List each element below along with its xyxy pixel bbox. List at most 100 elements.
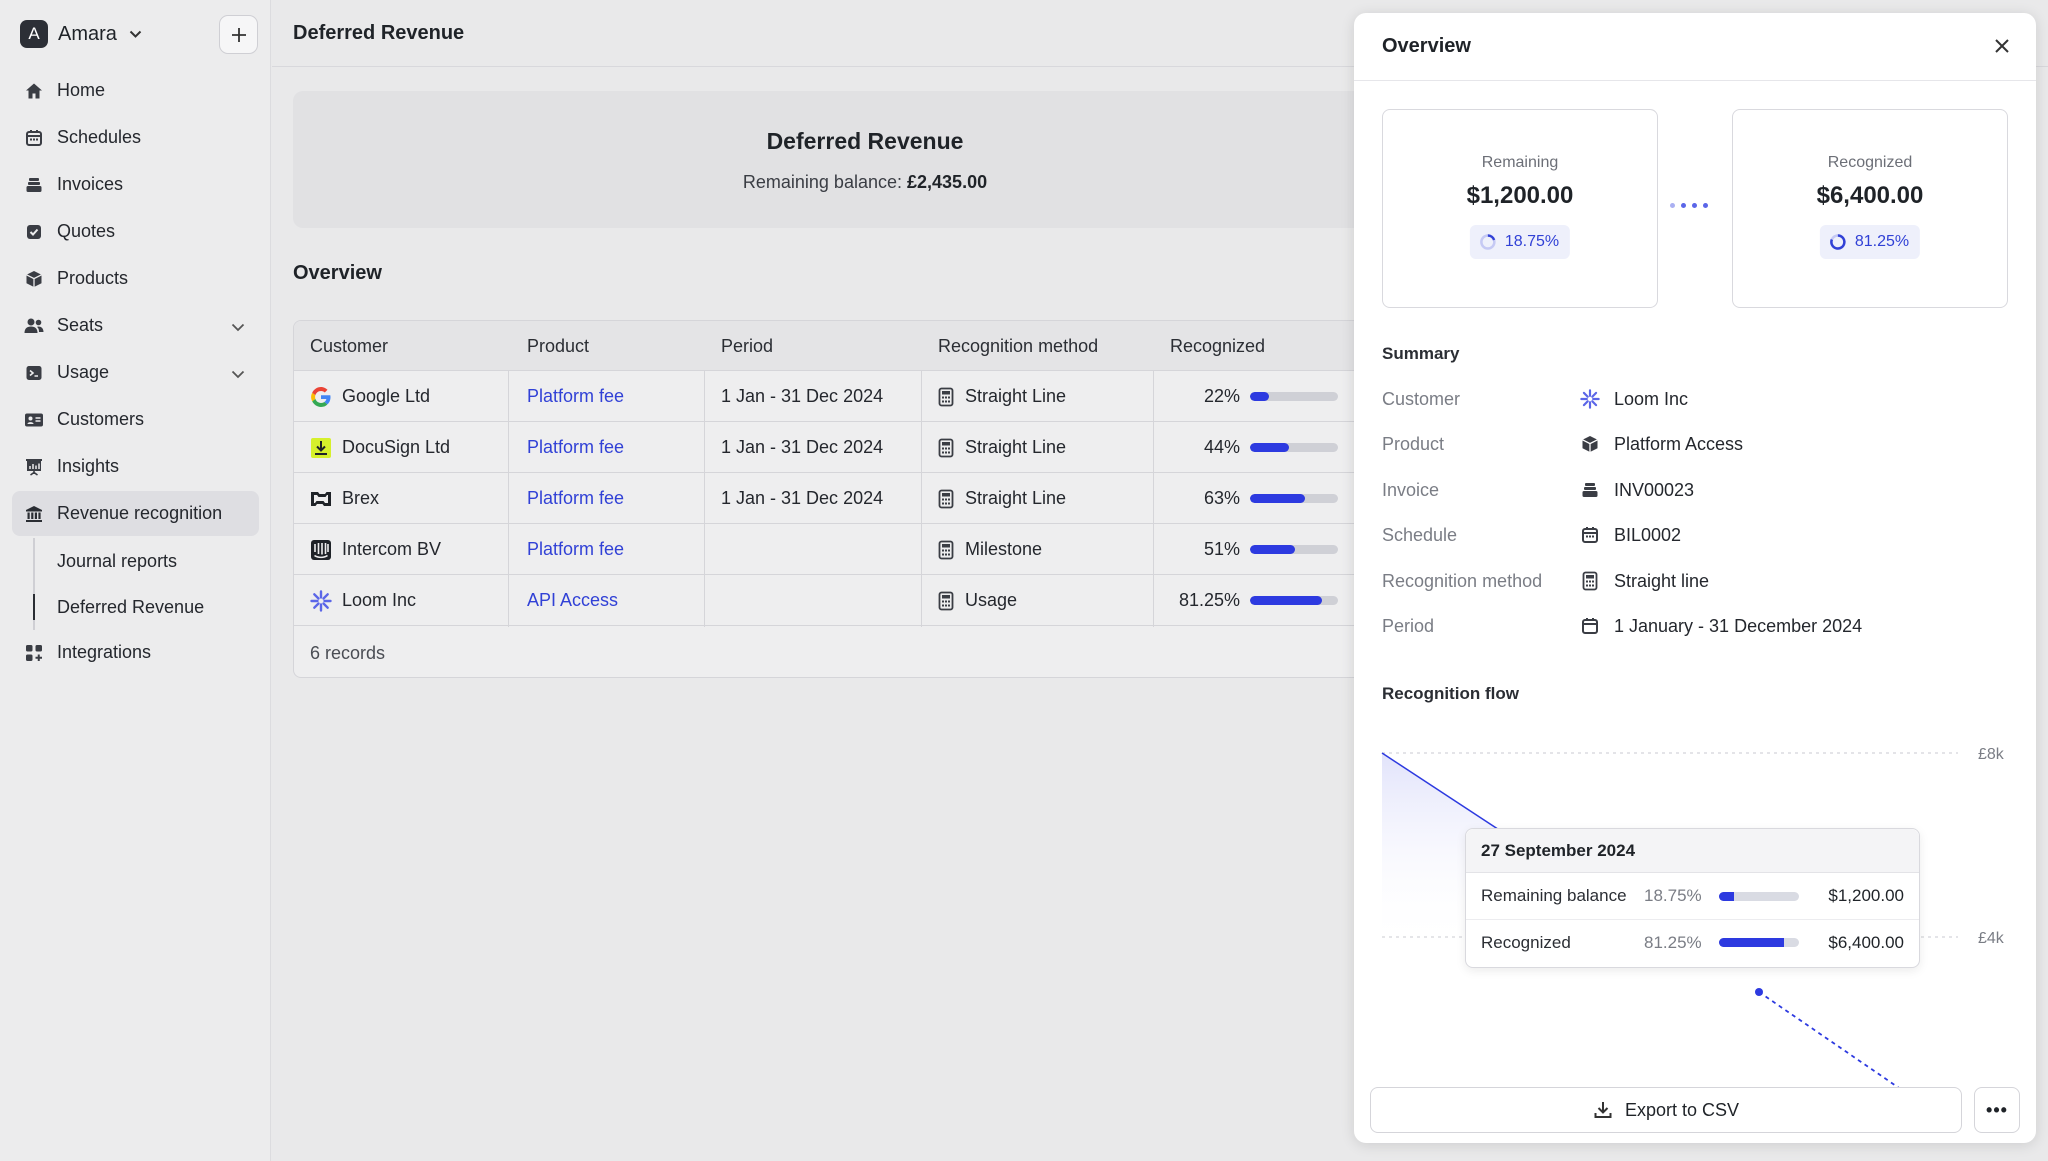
detail-key: Schedule — [1382, 524, 1458, 545]
sidebar-item-usage[interactable]: Usage — [12, 350, 259, 395]
chart-tooltip: 27 September 2024 Remaining balance 18.7… — [1465, 828, 1920, 968]
recognition-flow-title: Recognition flow — [1382, 684, 1519, 703]
table-row[interactable]: DocuSign Ltd Platform fee 1 Jan - 31 Dec… — [294, 422, 1392, 473]
sidebar-item-label: Integrations — [57, 642, 152, 662]
workspace-name: Amara — [58, 22, 117, 45]
terminal-icon — [24, 363, 44, 383]
hover-point[interactable] — [1755, 988, 1763, 996]
period-cell: 1 Jan - 31 Dec 2024 — [721, 437, 884, 457]
chevron-down-icon[interactable] — [231, 316, 245, 337]
product-link[interactable]: Platform fee — [527, 488, 625, 508]
detail-value: BIL0002 — [1614, 524, 1682, 545]
product-link[interactable]: API Access — [527, 590, 619, 610]
tooltip-percent: 81.25% — [1644, 932, 1702, 952]
sidebar-item-label: Insights — [57, 456, 120, 476]
column-header-product[interactable]: Product — [527, 336, 590, 356]
download-icon — [1594, 1102, 1612, 1118]
table-row[interactable]: Intercom BV Platform fee Milestone 51% — [294, 524, 1392, 575]
detail-value: Straight line — [1614, 570, 1710, 591]
plus-icon — [231, 27, 246, 42]
sidebar-item-schedules[interactable]: Schedules — [12, 115, 259, 160]
recognized-progress-bar — [1250, 596, 1338, 605]
remaining-label: Remaining — [1481, 154, 1559, 171]
tooltip-row-recognized: Recognized 81.25% $6,400.00 — [1466, 919, 1919, 965]
recognized-progress-bar — [1250, 443, 1338, 452]
sidebar-item-label: Home — [57, 80, 106, 100]
column-header-period[interactable]: Period — [721, 336, 774, 356]
progress-ring-icon — [1480, 234, 1496, 250]
calendar-icon — [24, 128, 44, 148]
detail-value: 1 January - 31 December 2024 — [1614, 615, 1863, 636]
docusign-logo-icon — [310, 437, 332, 459]
product-link[interactable]: Platform fee — [527, 437, 625, 457]
workspace-avatar: A — [20, 20, 48, 48]
recognized-cell: 44% — [1150, 422, 1338, 473]
calculator-icon — [938, 387, 954, 407]
sidebar-subitem-journal-reports[interactable]: Journal reports — [35, 538, 259, 584]
sidebar-item-customers[interactable]: Customers — [12, 397, 259, 442]
sidebar-item-seats[interactable]: Seats — [12, 303, 259, 348]
sidebar-item-invoices[interactable]: Invoices — [12, 162, 259, 207]
loom-logo-icon — [310, 589, 332, 612]
column-header-recognition-method[interactable]: Recognition method — [938, 336, 1099, 356]
close-icon — [1995, 39, 2009, 53]
detail-customer: Customer Loom Inc — [1382, 384, 2002, 414]
sidebar-item-insights[interactable]: Insights — [12, 444, 259, 489]
invoice-icon — [1580, 480, 1600, 500]
close-button[interactable] — [1994, 35, 2010, 59]
tooltip-row-remaining: Remaining balance 18.75% $1,200.00 — [1466, 873, 1919, 919]
tooltip-progress-bar — [1719, 891, 1799, 901]
table-row[interactable]: Brex Platform fee 1 Jan - 31 Dec 2024 St… — [294, 473, 1392, 524]
progress-fill — [1250, 392, 1270, 401]
customer-cell: Intercom BV — [310, 524, 441, 575]
sidebar-subitem-label: Deferred Revenue — [57, 596, 205, 617]
tooltip-label: Recognized — [1481, 932, 1571, 952]
box-icon — [24, 269, 44, 289]
sidebar-item-integrations[interactable]: Integrations — [12, 630, 259, 675]
detail-key: Customer — [1382, 388, 1461, 409]
workspace-switcher[interactable]: A Amara — [20, 19, 142, 49]
progress-fill — [1719, 891, 1734, 901]
recognized-percent: 51% — [1203, 539, 1240, 559]
sidebar-subitem-deferred-revenue[interactable]: Deferred Revenue — [33, 584, 259, 630]
summary-balance: Remaining balance: £2,435.00 — [0, 172, 1730, 193]
customer-name: Brex — [342, 488, 380, 508]
more-options-button[interactable]: ••• — [1974, 1087, 2020, 1133]
calendar-grid-icon — [1580, 525, 1600, 545]
column-header-customer[interactable]: Customer — [310, 336, 389, 356]
calculator-icon — [938, 540, 954, 560]
check-square-icon — [24, 222, 44, 242]
bank-icon — [24, 504, 44, 524]
table-row[interactable]: Loom Inc API Access Usage 81.25% — [294, 575, 1392, 626]
column-divider — [1153, 371, 1154, 627]
records-count: 6 records — [310, 643, 386, 663]
remaining-badge: 18.75% — [1469, 225, 1571, 259]
period-cell: 1 Jan - 31 Dec 2024 — [721, 488, 884, 508]
method-cell: Straight Line — [938, 371, 1066, 422]
sidebar-item-home[interactable]: Home — [12, 68, 259, 113]
brex-logo-icon — [310, 488, 332, 510]
recognized-cell: 22% — [1150, 371, 1338, 422]
export-csv-button[interactable]: Export to CSV — [1370, 1087, 1962, 1133]
new-button[interactable] — [219, 15, 258, 54]
product-link[interactable]: Platform fee — [527, 539, 625, 559]
chevron-down-icon[interactable] — [231, 363, 245, 384]
box-icon — [1580, 434, 1600, 454]
customer-name: DocuSign Ltd — [342, 437, 451, 457]
sidebar-item-products[interactable]: Products — [12, 256, 259, 301]
sidebar-item-quotes[interactable]: Quotes — [12, 209, 259, 254]
tooltip-date: 27 September 2024 — [1466, 829, 1919, 873]
detail-period: Period 1 January - 31 December 2024 — [1382, 611, 2002, 641]
home-icon — [24, 81, 44, 101]
tooltip-percent: 18.75% — [1644, 886, 1702, 905]
column-header-recognized[interactable]: Recognized — [1170, 336, 1266, 356]
google-logo-icon — [310, 386, 332, 408]
product-link[interactable]: Platform fee — [527, 386, 625, 406]
sidebar-item-revenue-recognition[interactable]: Revenue recognition — [12, 491, 259, 536]
table-row[interactable]: Google Ltd Platform fee 1 Jan - 31 Dec 2… — [294, 371, 1392, 422]
calendar-icon — [1580, 616, 1600, 636]
invoice-icon — [24, 175, 44, 195]
flow-dots — [1670, 203, 1708, 208]
table-header: Customer Product Period Recognition meth… — [294, 321, 1392, 371]
balance-label: Remaining balance: — [742, 172, 902, 192]
